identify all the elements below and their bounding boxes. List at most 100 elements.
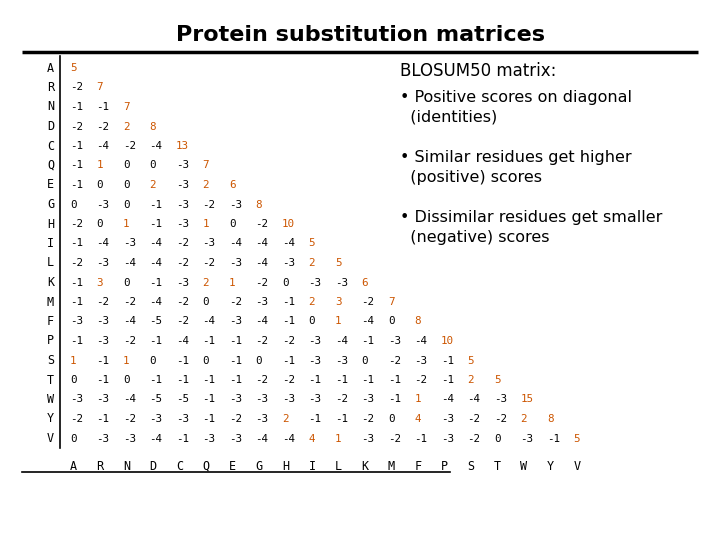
Text: -3: -3 [415,355,428,366]
Text: -1: -1 [96,414,109,424]
Text: -4: -4 [96,239,109,248]
Text: N: N [47,100,54,113]
Text: S: S [467,460,474,473]
Text: -1: -1 [415,434,428,443]
Text: -3: -3 [229,316,242,327]
Text: -1: -1 [202,395,215,404]
Text: A: A [70,460,77,473]
Text: -1: -1 [308,414,322,424]
Text: -3: -3 [96,434,109,443]
Text: V: V [574,460,580,473]
Text: R: R [47,81,54,94]
Text: E: E [47,179,54,192]
Text: W: W [47,393,54,406]
Text: -3: -3 [256,297,269,307]
Text: -4: -4 [123,316,136,327]
Text: -3: -3 [256,414,269,424]
Text: -3: -3 [202,434,215,443]
Text: -2: -2 [388,434,401,443]
Text: -4: -4 [150,239,163,248]
Text: Y: Y [47,413,54,426]
Text: -1: -1 [388,395,401,404]
Text: -1: -1 [282,355,295,366]
Text: -1: -1 [70,336,83,346]
Text: -2: -2 [202,258,215,268]
Text: -2: -2 [70,83,83,92]
Text: 15: 15 [521,395,534,404]
Text: R: R [96,460,104,473]
Text: -4: -4 [150,258,163,268]
Text: 8: 8 [547,414,554,424]
Text: 2: 2 [308,258,315,268]
Text: 0: 0 [123,375,130,385]
Text: -3: -3 [361,434,374,443]
Text: -5: -5 [150,316,163,327]
Text: 4: 4 [308,434,315,443]
Text: P: P [441,460,448,473]
Text: D: D [150,460,157,473]
Text: -3: -3 [494,395,507,404]
Text: 8: 8 [415,316,421,327]
Text: -1: -1 [441,355,454,366]
Text: 0: 0 [70,434,76,443]
Text: I: I [47,237,54,250]
Text: 3: 3 [335,297,341,307]
Text: 0: 0 [202,355,209,366]
Text: 0: 0 [70,375,76,385]
Text: 5: 5 [335,258,341,268]
Text: 7: 7 [388,297,395,307]
Text: -2: -2 [282,375,295,385]
Text: -3: -3 [229,258,242,268]
Text: -3: -3 [176,199,189,210]
Text: -3: -3 [229,199,242,210]
Text: 0: 0 [123,180,130,190]
Text: -2: -2 [229,297,242,307]
Text: -3: -3 [176,180,189,190]
Text: 7: 7 [202,160,209,171]
Text: P: P [47,334,54,348]
Text: -2: -2 [256,336,269,346]
Text: -2: -2 [467,434,480,443]
Text: -1: -1 [96,102,109,112]
Text: -2: -2 [176,258,189,268]
Text: -2: -2 [256,375,269,385]
Text: 0: 0 [96,219,103,229]
Text: -2: -2 [202,199,215,210]
Text: -3: -3 [176,278,189,287]
Text: -4: -4 [415,336,428,346]
Text: -4: -4 [335,336,348,346]
Text: -1: -1 [70,160,83,171]
Text: • Positive scores on diagonal
  (identities): • Positive scores on diagonal (identitie… [400,90,632,125]
Text: 1: 1 [229,278,235,287]
Text: Q: Q [202,460,210,473]
Text: T: T [494,460,501,473]
Text: -3: -3 [308,395,322,404]
Text: 1: 1 [123,219,130,229]
Text: -4: -4 [441,395,454,404]
Text: -3: -3 [256,395,269,404]
Text: K: K [47,276,54,289]
Text: -3: -3 [123,239,136,248]
Text: L: L [47,256,54,269]
Text: -1: -1 [229,336,242,346]
Text: -2: -2 [96,297,109,307]
Text: -2: -2 [415,375,428,385]
Text: -4: -4 [467,395,480,404]
Text: -5: -5 [150,395,163,404]
Text: Y: Y [547,460,554,473]
Text: -1: -1 [229,355,242,366]
Text: 0: 0 [123,160,130,171]
Text: -1: -1 [229,375,242,385]
Text: -1: -1 [150,375,163,385]
Text: -2: -2 [176,297,189,307]
Text: • Similar residues get higher
  (positive) scores: • Similar residues get higher (positive)… [400,150,631,185]
Text: E: E [229,460,236,473]
Text: -1: -1 [202,414,215,424]
Text: -2: -2 [282,336,295,346]
Text: 1: 1 [70,355,76,366]
Text: 1: 1 [335,434,341,443]
Text: -1: -1 [70,180,83,190]
Text: BLOSUM50 matrix:: BLOSUM50 matrix: [400,62,557,80]
Text: -3: -3 [361,395,374,404]
Text: -2: -2 [388,355,401,366]
